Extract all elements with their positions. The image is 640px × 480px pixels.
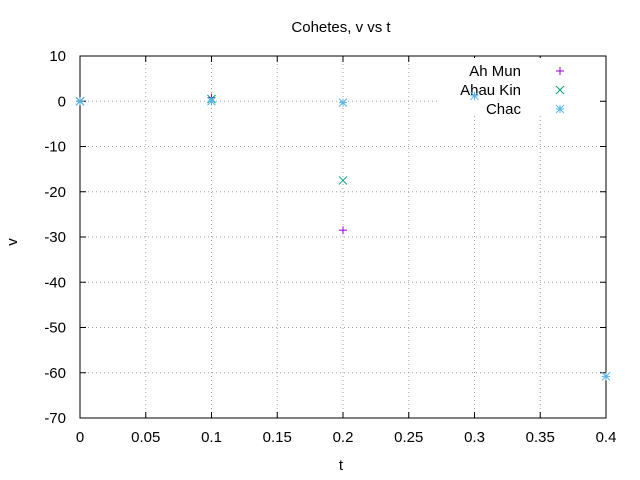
- data-point: [338, 98, 348, 107]
- data-point: [207, 96, 216, 106]
- x-tick-label: 0.05: [131, 429, 160, 446]
- y-tick-label: -30: [44, 229, 66, 246]
- data-point: [339, 226, 347, 235]
- y-tick-label: -20: [44, 184, 66, 201]
- y-tick-label: -10: [44, 139, 66, 156]
- x-tick-label: 0.15: [263, 429, 292, 446]
- grid: [80, 56, 606, 418]
- legend-label: Chac: [486, 101, 522, 118]
- axis-ticks: 0 0.05 0.1 0.15 0.2 0.25 0.3 0.35 0.4 10 0 -10 -20 -3…: [44, 48, 616, 446]
- x-tick-label: 0.4: [596, 429, 617, 446]
- x-tick-label: 0: [76, 429, 84, 446]
- x-axis-label: t: [339, 457, 344, 474]
- x-tick-label: 0.35: [526, 429, 555, 446]
- y-tick-label: 10: [49, 48, 66, 65]
- legend-label: Ah Mun: [469, 63, 521, 80]
- data-point: [470, 91, 479, 101]
- x-tick-label: 0.3: [464, 429, 485, 446]
- legend-marker: [555, 104, 565, 114]
- data-point: [338, 176, 348, 185]
- data-point: [601, 372, 611, 381]
- y-tick-label: -60: [44, 365, 66, 382]
- legend-box: [437, 58, 600, 116]
- y-tick-label: 0: [58, 93, 66, 110]
- x-tick-label: 0.2: [333, 429, 354, 446]
- legend-marker: [556, 67, 564, 75]
- data-point: [75, 96, 85, 106]
- x-tick-label: 0.25: [394, 429, 423, 446]
- legend-marker: [555, 85, 565, 95]
- chart-title: Cohetes, v vs t: [291, 19, 391, 36]
- data-points: [75, 91, 611, 381]
- y-tick-label: -50: [44, 320, 66, 337]
- legend: Ah Mun Ahau Kin Chac: [460, 63, 565, 118]
- y-axis-label: v: [4, 238, 21, 246]
- y-tick-label: -40: [44, 274, 66, 291]
- y-tick-label: -70: [44, 410, 66, 427]
- x-tick-label: 0.1: [201, 429, 222, 446]
- legend-label: Ahau Kin: [460, 82, 521, 99]
